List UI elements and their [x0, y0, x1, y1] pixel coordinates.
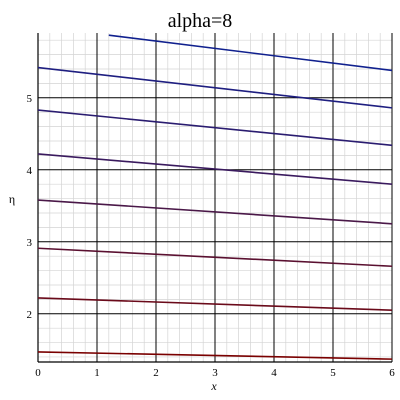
x-tick-label: 3: [212, 367, 218, 379]
series-line-4: [37, 199, 393, 225]
series-line-7: [37, 66, 393, 109]
series-line-8: [108, 34, 393, 72]
y-tick-label: 3: [27, 237, 33, 249]
x-tick-labels: 0 1 2 3 4 5 6: [35, 367, 395, 379]
series-line-2: [37, 297, 393, 311]
x-axis-label: x: [210, 379, 217, 393]
series-line-1: [37, 351, 393, 360]
x-tick-label: 5: [330, 367, 336, 379]
x-tick-label: 6: [389, 367, 395, 379]
y-tick-label: 4: [27, 165, 33, 177]
chart-axes: [37, 33, 392, 363]
series-line-5: [37, 153, 393, 185]
y-axis-label: η: [9, 192, 15, 206]
y-tick-label: 2: [27, 309, 33, 321]
y-tick-labels: 2 3 4 5: [27, 93, 33, 321]
chart-series: [37, 34, 393, 360]
chart-title: alpha=8: [168, 10, 233, 32]
y-tick-label: 5: [27, 93, 33, 105]
series-line-3: [37, 247, 393, 268]
x-tick-label: 0: [35, 367, 41, 379]
x-tick-label: 1: [94, 367, 100, 379]
grid-lines: [37, 33, 393, 362]
x-tick-label: 4: [271, 367, 277, 379]
series-line-6: [37, 109, 393, 147]
x-tick-label: 2: [153, 367, 159, 379]
